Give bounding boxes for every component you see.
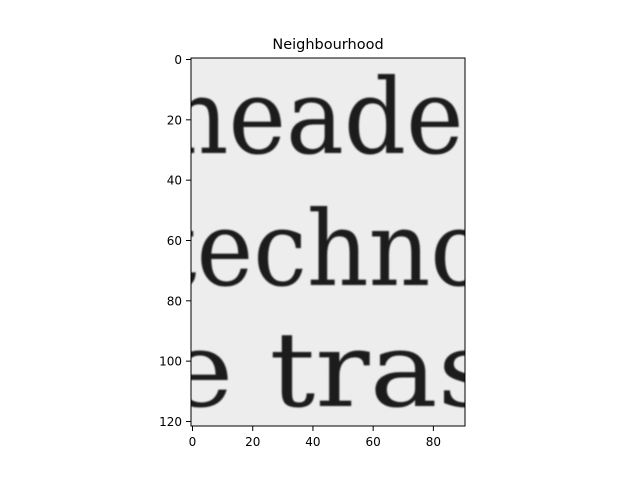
x-tick-label: 20	[245, 435, 260, 449]
y-tick-label: 20	[167, 113, 182, 127]
image-text-line-3: e tras	[166, 309, 496, 431]
image-text-line-2: techno	[158, 188, 488, 310]
paper-texture	[191, 58, 465, 426]
chart-title: Neighbourhood	[272, 37, 383, 53]
y-axis: 0 20 40 60 80 100 120	[159, 53, 191, 429]
image-area: header techno e tras	[158, 56, 510, 431]
y-tick-label: 40	[167, 174, 182, 188]
x-tick-label: 80	[426, 435, 441, 449]
x-tick-label: 40	[305, 435, 320, 449]
y-tick-label: 100	[159, 355, 182, 369]
y-tick-label: 120	[159, 415, 182, 429]
y-tick-label: 60	[167, 234, 182, 248]
y-tick-label: 80	[167, 294, 182, 308]
x-tick-label: 0	[189, 435, 197, 449]
image-text-line-1: header	[166, 56, 510, 178]
y-tick-label: 0	[174, 53, 182, 67]
x-tick-label: 60	[366, 435, 381, 449]
axes-frame	[190, 57, 466, 427]
x-axis: 0 20 40 60 80	[189, 426, 441, 449]
